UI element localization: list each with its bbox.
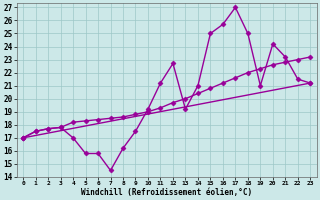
X-axis label: Windchill (Refroidissement éolien,°C): Windchill (Refroidissement éolien,°C)	[81, 188, 252, 197]
